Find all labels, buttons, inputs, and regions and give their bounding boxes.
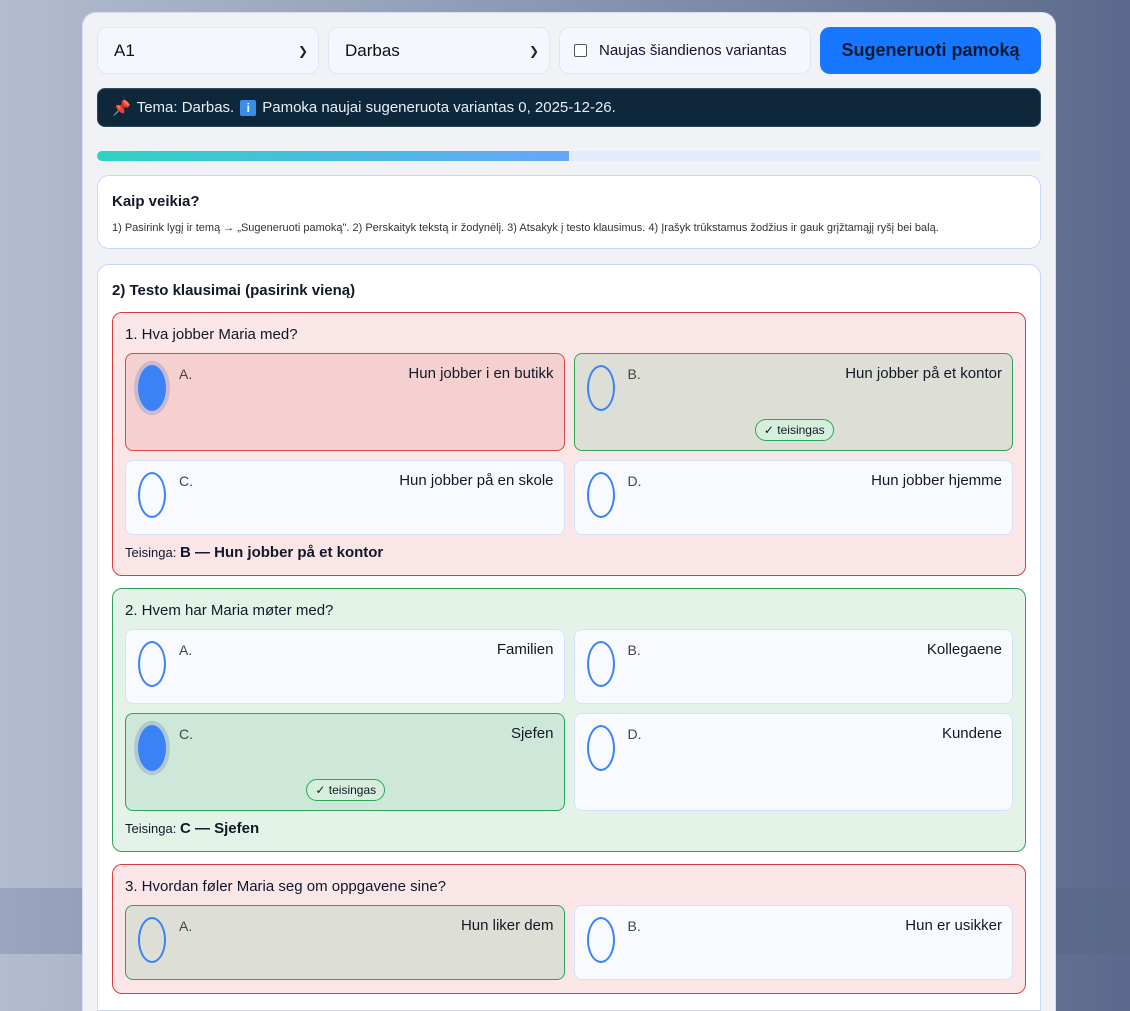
radio-button[interactable] <box>586 917 615 963</box>
question-text: 1. Hva jobber Maria med? <box>125 326 298 343</box>
answer-option[interactable]: A. Familien <box>125 629 565 704</box>
option-letter: A. <box>179 366 193 382</box>
badge-row: ✓ teisingas <box>587 419 1003 441</box>
option-text: Hun jobber i en butikk <box>408 365 554 382</box>
answer-option[interactable]: C. Hun jobber på en skole <box>125 460 565 535</box>
new-variant-label: Naujas šiandienos variantas <box>599 42 787 59</box>
badge-row: ✓ teisingas <box>138 779 554 801</box>
option-letter: C. <box>179 473 193 489</box>
main-panel: A1 ❯ Darbas ❯ Naujas šiandienos variantas … <box>82 12 1056 1011</box>
option-text: Hun liker dem <box>460 917 554 934</box>
answer-option[interactable]: C. Sjefen ✓ teisingas <box>125 713 565 811</box>
option-letter: D. <box>627 726 642 742</box>
correct-badge: ✓ teisingas <box>754 419 834 441</box>
radio-button[interactable] <box>586 641 615 687</box>
radio-button[interactable] <box>138 917 166 963</box>
answer-option[interactable]: B. Hun er usikker <box>573 905 1013 980</box>
topic-select[interactable]: Darbas ❯ <box>328 27 550 74</box>
option-text: Kundene <box>941 725 1002 742</box>
answer-prefix: Teisinga: <box>125 821 177 836</box>
topic-value: Darbas <box>345 40 400 60</box>
answer-prefix: Teisinga: <box>125 545 177 560</box>
option-letter: B. <box>627 366 641 382</box>
options-grid: A. Hun liker dem B. Hun er usikker <box>125 905 1013 980</box>
status-banner: 📌 Tema: Darbas. i Pamoka naujai sugeneru… <box>97 88 1041 127</box>
howto-text: 1) Pasirink lygį ir temą → „Sugeneruoti … <box>112 222 939 234</box>
correct-answer: Teisinga: B — Hun jobber på et kontor <box>125 544 1013 562</box>
option-text: Hun jobber på en skole <box>399 472 554 489</box>
answer-value: C — Sjefen <box>179 820 260 837</box>
howto-title: Kaip veikia? <box>112 193 200 210</box>
chevron-down-icon: ❯ <box>297 43 308 58</box>
info-icon: i <box>240 99 257 116</box>
pushpin-icon: 📌 <box>112 99 131 117</box>
option-text: Hun jobber hjemme <box>871 472 1002 489</box>
new-variant-checkbox[interactable] <box>574 44 587 57</box>
chevron-down-icon: ❯ <box>528 43 539 58</box>
radio-button[interactable] <box>138 641 166 687</box>
option-text: Sjefen <box>510 725 554 742</box>
option-letter: A. <box>179 642 193 658</box>
radio-button[interactable] <box>138 725 166 771</box>
question-text: 2. Hvem har Maria møter med? <box>125 602 334 619</box>
answer-option[interactable]: B. Hun jobber på et kontor ✓ teisingas <box>573 353 1013 451</box>
option-letter: B. <box>627 642 641 658</box>
answer-option[interactable]: A. Hun jobber i en butikk <box>125 353 565 451</box>
controls-bar: A1 ❯ Darbas ❯ Naujas šiandienos variantas … <box>97 27 1041 74</box>
option-letter: C. <box>179 726 193 742</box>
question-card: 2. Hvem har Maria møter med? A. Familien B.… <box>112 588 1026 852</box>
quiz-title: 2) Testo klausimai (pasirink vieną) <box>112 282 356 299</box>
new-variant-toggle[interactable]: Naujas šiandienos variantas <box>559 27 811 74</box>
radio-button[interactable] <box>586 365 615 411</box>
banner-topic: Tema: Darbas. <box>136 99 235 116</box>
answer-option[interactable]: D. Hun jobber hjemme <box>573 460 1013 535</box>
answer-option[interactable]: D. Kundene <box>573 713 1013 811</box>
option-text: Familien <box>496 641 554 658</box>
option-letter: A. <box>179 918 193 934</box>
level-value: A1 <box>114 40 135 60</box>
answer-option[interactable]: A. Hun liker dem <box>125 905 565 980</box>
question-card: 1. Hva jobber Maria med? A. Hun jobber i e… <box>112 312 1026 576</box>
progress-bar <box>97 151 1041 161</box>
option-letter: D. <box>627 473 642 489</box>
radio-button[interactable] <box>138 365 166 411</box>
progress-fill <box>97 151 569 161</box>
options-grid: A. Familien B. Kollegaene C. Sjefen ✓ teisinga… <box>125 629 1013 811</box>
banner-info: Pamoka naujai sugeneruota variantas 0, 2… <box>262 99 616 116</box>
radio-button[interactable] <box>586 725 615 771</box>
option-letter: B. <box>627 918 641 934</box>
option-text: Hun jobber på et kontor <box>845 365 1002 382</box>
level-select[interactable]: A1 ❯ <box>97 27 319 74</box>
correct-answer: Teisinga: C — Sjefen <box>125 820 1013 838</box>
question-card: 3. Hvordan føler Maria seg om oppgavene … <box>112 864 1026 994</box>
radio-button[interactable] <box>138 472 166 518</box>
question-list: 1. Hva jobber Maria med? A. Hun jobber i e… <box>112 312 1026 994</box>
quiz-section: 2) Testo klausimai (pasirink vieną) 1. H… <box>97 264 1041 1011</box>
answer-option[interactable]: B. Kollegaene <box>573 629 1013 704</box>
correct-badge: ✓ teisingas <box>306 779 386 801</box>
question-text: 3. Hvordan føler Maria seg om oppgavene … <box>125 878 447 895</box>
answer-value: B — Hun jobber på et kontor <box>179 544 384 561</box>
howto-card: Kaip veikia? 1) Pasirink lygį ir temą → … <box>97 175 1041 249</box>
generate-lesson-button[interactable]: Sugeneruoti pamoką <box>820 27 1041 74</box>
radio-button[interactable] <box>586 472 615 518</box>
option-text: Hun er usikker <box>905 917 1002 934</box>
option-text: Kollegaene <box>926 641 1002 658</box>
options-grid: A. Hun jobber i en butikk B. Hun jobber på … <box>125 353 1013 535</box>
